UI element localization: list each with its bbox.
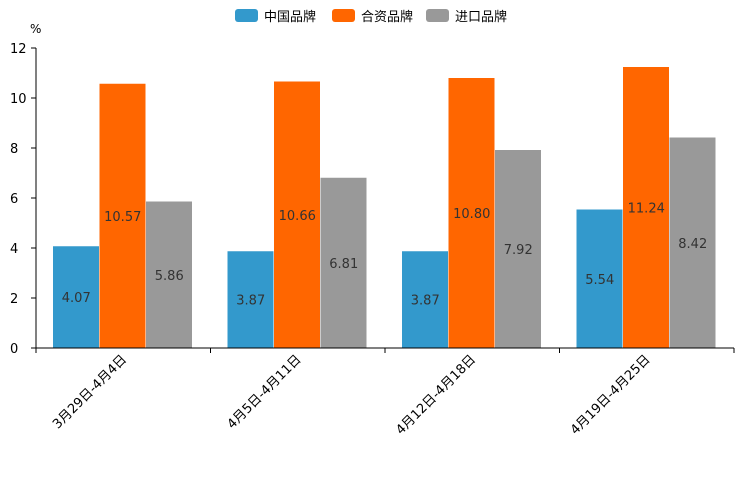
bar-value-label: 8.42 [678,237,707,252]
bar [53,246,99,348]
bars: 4.07 3.87 3.87 5.54 10.57 10.66 10.80 11.24 5.86… [53,67,716,348]
bar [320,177,367,348]
bar [495,150,541,348]
category-label: 4月5日-4月11日 [225,352,305,432]
bar-value-label: 10.57 [104,210,141,225]
bar [576,209,623,348]
legend-swatch [332,9,355,22]
y-tick-label: 2 [10,292,18,307]
bar [99,83,146,348]
legend-label: 中国品牌 [264,9,316,25]
bar-value-label: 7.92 [504,243,533,258]
bar-value-label: 10.80 [453,207,490,222]
bar-value-label: 11.24 [628,202,665,217]
legend-item: 进口品牌 [426,9,507,25]
bar-value-label: 5.54 [585,273,614,288]
bar-value-label: 6.81 [329,257,358,272]
y-axis: 0 2 4 6 8 10 12 [10,42,37,357]
bar [146,201,192,348]
category-label: 4月19日-4月25日 [568,352,654,438]
legend-swatch [235,9,258,22]
y-tick-label: 6 [10,192,18,207]
y-tick-label: 10 [10,92,27,107]
category-label: 4月12日-4月18日 [393,352,479,438]
bar-value-label: 10.66 [279,209,316,224]
y-tick-label: 12 [10,42,27,57]
x-axis: 3月29日-4月4日 4月5日-4月11日 4月12日-4月18日 4月19日-4月2… [35,347,735,438]
legend-label: 合资品牌 [361,9,413,25]
bar-value-label: 3.87 [236,294,265,309]
bar-value-label: 3.87 [411,294,440,309]
bar-value-label: 5.86 [155,269,184,284]
bar-value-label: 4.07 [62,291,91,306]
bar [623,67,669,348]
bar [227,251,274,348]
y-axis-unit-label: % [30,22,41,36]
y-tick-label: 8 [10,142,18,157]
bar [402,251,448,348]
legend-item: 合资品牌 [332,9,413,25]
bar [448,78,495,348]
legend-swatch [426,9,449,22]
legend-item: 中国品牌 [235,9,316,25]
category-label: 3月29日-4月4日 [50,352,130,432]
bar [274,81,320,348]
legend-label: 进口品牌 [455,9,507,25]
y-tick-label: 0 [10,342,18,357]
legend: 中国品牌 合资品牌 进口品牌 [235,9,507,25]
bar [669,137,716,348]
y-tick-label: 4 [10,242,18,257]
